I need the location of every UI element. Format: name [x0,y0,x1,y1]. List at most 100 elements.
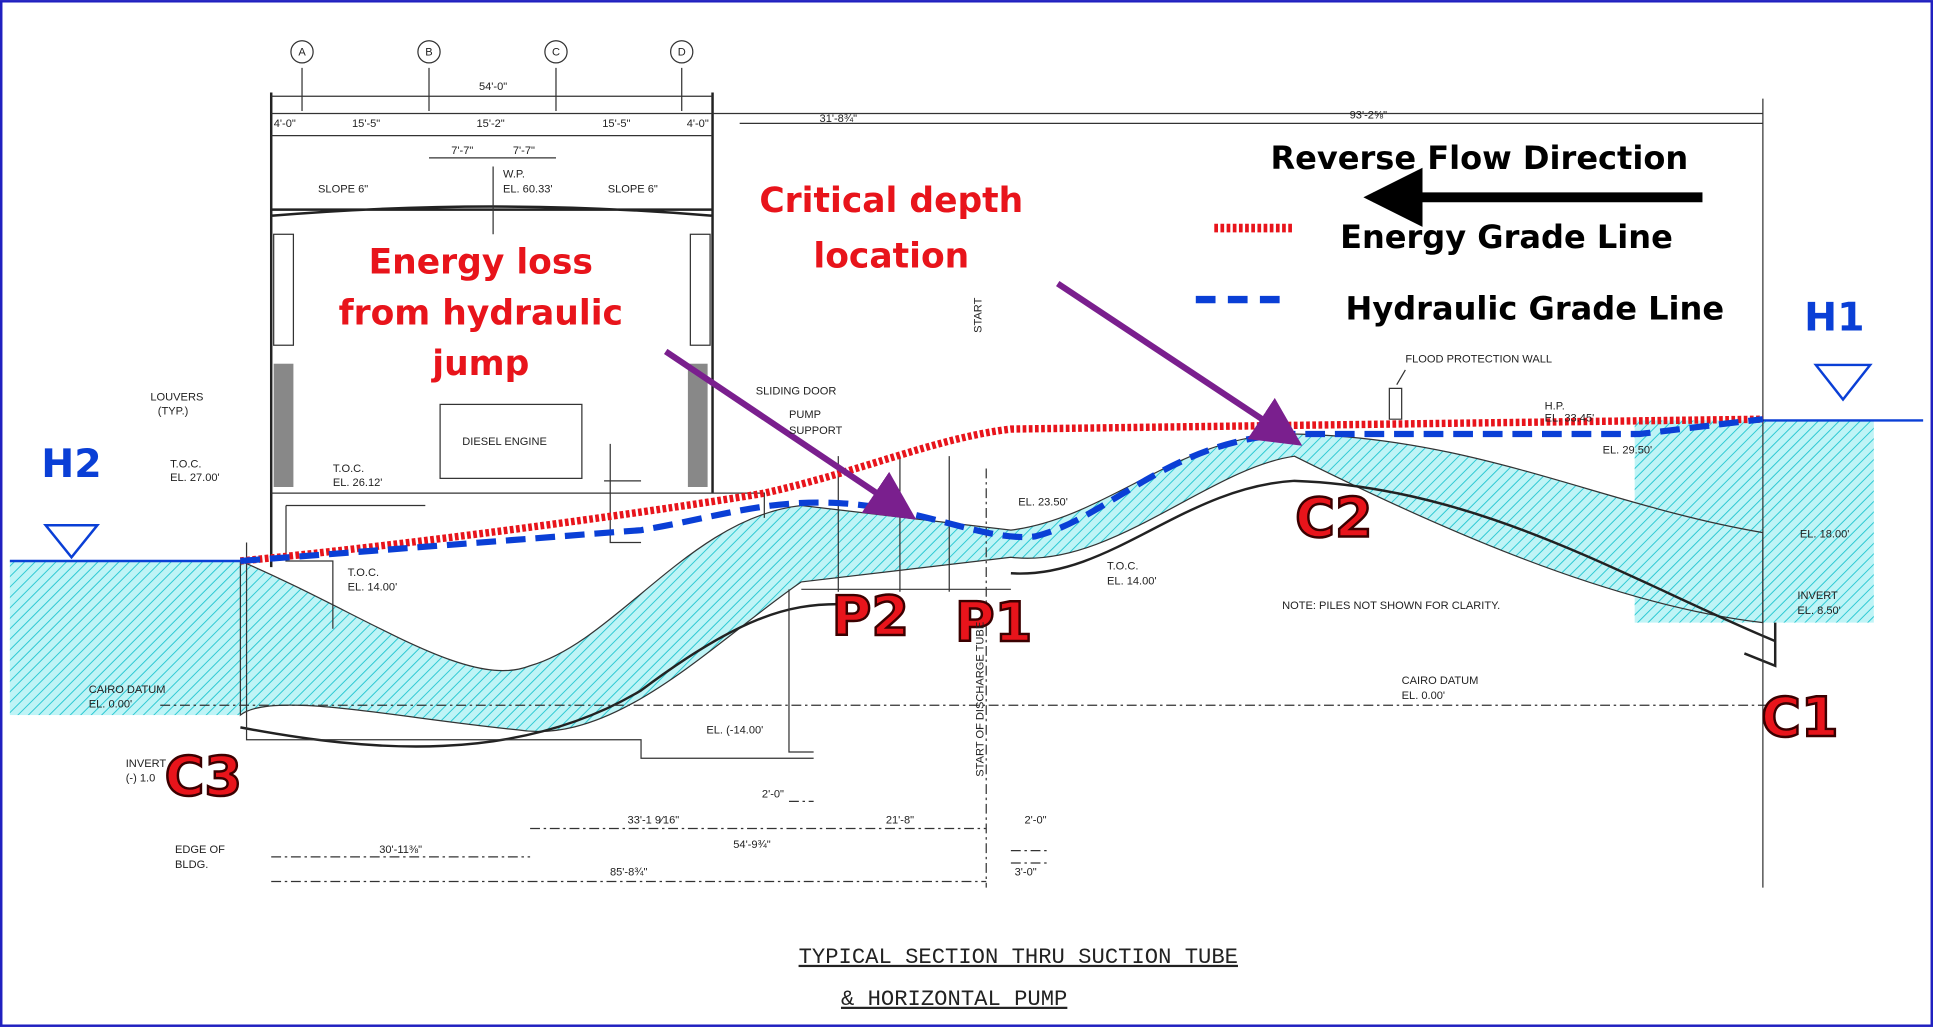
drawing-note: START [972,297,984,333]
drawing-note: SUPPORT [789,425,843,437]
column-label: C [552,47,560,59]
section-label: C1 [1761,686,1839,749]
drawing-element: SLOPE 6" W.P. EL. 60.33' SLOPE 6" LOUVERS(TY… [89,169,1850,871]
drawing-note: T.O.C. [1107,561,1138,573]
legend-item: Energy Grade Line [1340,218,1673,256]
drawing-note: INVERT [126,758,167,770]
drawing-note: SLOPE 6" [318,183,368,195]
drawing-note: FLOOD PROTECTION WALL [1405,353,1552,365]
drawing-note: EL. 14.00' [1107,575,1157,587]
building [245,92,1777,759]
drawing-note: T.O.C. [170,458,201,470]
drawing-note: SLOPE 6" [608,183,658,195]
column-label: D [678,47,686,59]
drawing-element [290,40,314,64]
drawing-element [417,40,441,64]
drawing-note: CAIRO DATUM [89,684,166,696]
dimension: 85'-8¾" [610,866,648,878]
dimension: 2'-0" [762,789,784,801]
dimension: 4'-0" [687,118,709,130]
drawing-element [245,492,814,759]
drawing-note: W.P. [503,169,525,181]
drawing-note: EL. 0.00' [1402,690,1445,702]
drawing-element [269,92,714,568]
drawing-element [273,233,295,346]
drawing-note: EL. 0.00' [89,699,132,711]
dimension: 31'-8¾" [820,113,858,125]
drawing-note: EL. 23.50' [1018,496,1068,508]
annotation: jump [430,344,529,384]
drawing-note: BLDG. [175,859,208,871]
drawing-element [273,363,294,487]
annotation: Energy loss [369,243,593,283]
h1-symbol [1813,363,1873,402]
legend-title: Reverse Flow Direction [1270,139,1688,177]
drawing-note: EL. 33.45' [1545,413,1595,425]
drawing-element: A B C D 54'-0" 4'-0" 15'-5" 15'-2" 15'-5… [274,47,1387,879]
drawing-element [544,40,568,64]
legend-item: Hydraulic Grade Line [1346,289,1725,327]
drawing-element [687,363,708,487]
drawing-element [1388,369,1406,420]
drawing-note: EL. (-14.00' [706,725,763,737]
drawing-element [788,456,1011,753]
drawing-note: CAIRO DATUM [1402,675,1479,687]
drawing-note: EL. 27.00' [170,472,220,484]
arrow-energy-loss [663,348,917,520]
dimension: 15'-5" [602,118,630,130]
column-label: B [425,47,432,59]
dimension: 54'-0" [479,81,507,93]
drawing-element [160,468,1776,888]
drawing-note: START OF DISCHARGE TUBE [975,622,987,777]
drawing-title: TYPICAL SECTION THRU SUCTION TUBE [799,945,1238,970]
h2-symbol [43,523,100,560]
drawing-note: EL. 18.00' [1800,529,1850,541]
dimension: 21'-8" [886,815,914,827]
drawing-note: EL. 26.12' [333,477,383,489]
section-label: H1 [1804,294,1864,340]
dimension: 33'-1 9⁄16" [628,815,680,827]
dimension: 3'-0" [1015,866,1037,878]
drawing-note: LOUVERS [150,392,203,404]
drawing-element [1743,622,1777,668]
drawing-note: INVERT [1797,590,1838,602]
dimension: 7'-7" [513,145,535,157]
column-markers [290,40,694,64]
dimension: 54'-9¾" [733,839,771,851]
drawing-note: SLIDING DOOR [756,386,837,398]
drawing-element [670,40,694,64]
dimension: 15'-5" [352,118,380,130]
drawing-element [689,233,711,346]
annotation: Critical depth [759,181,1023,221]
hydraulic-grade-line [240,416,1764,565]
drawing-note: EL. 29.50' [1603,445,1653,457]
drawing-note: PUMP [789,409,821,421]
tube-concrete [240,479,1776,748]
drawing-note: T.O.C. [348,567,379,579]
drawing-element [604,443,642,544]
drawing-note: EDGE OF [175,844,225,856]
drawing-note: DIESEL ENGINE [462,436,547,448]
column-label: A [298,47,306,59]
drawing-note: (TYP.) [158,405,189,417]
drawing-note: NOTE: PILES NOT SHOWN FOR CLARITY. [1282,600,1500,612]
drawing-note: (-) 1.0 [126,773,156,785]
dimension: 7'-7" [451,145,473,157]
section-label: P2 [832,585,910,648]
annotation: from hydraulic [339,293,623,333]
section-label: C3 [165,745,243,808]
dimension: 4'-0" [274,118,296,130]
drawing-note: EL. 8.50' [1797,605,1840,617]
section-label: H2 [41,441,101,487]
dimension-lines [160,67,1776,888]
drawing-element [439,403,583,479]
drawing-element [271,67,1764,888]
dimension: 93'-2⅝" [1350,109,1388,121]
dimension: 15'-2" [477,118,505,130]
drawing-note: EL. 14.00' [348,582,398,594]
energy-grade-line [240,415,1763,565]
drawing-note: H.P. [1545,400,1565,412]
annotation: location [813,237,969,277]
arrow-critical-depth [1056,281,1303,446]
